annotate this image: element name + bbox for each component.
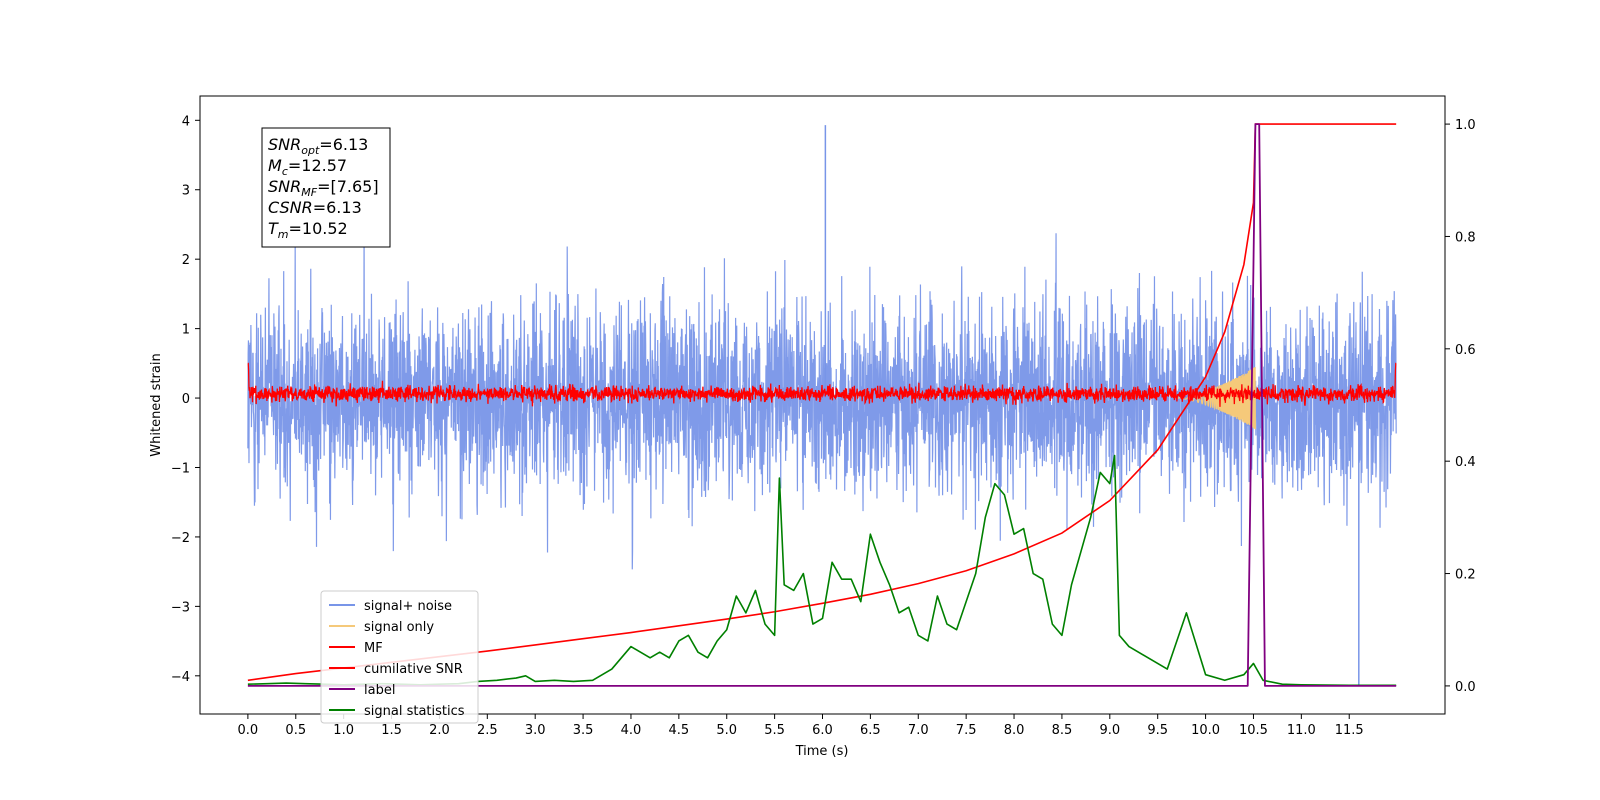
y-tick-label: −1 <box>171 461 190 476</box>
annotation-value: =6.13 <box>313 198 362 217</box>
x-tick-label: 5.5 <box>764 723 785 738</box>
annotation-symbol: SNR <box>268 135 301 154</box>
x-tick-label: 3.5 <box>573 723 594 738</box>
x-tick-label: 6.0 <box>812 723 833 738</box>
y2-tick-label: 1.0 <box>1455 118 1476 133</box>
annotation-value: =12.57 <box>288 156 347 175</box>
x-tick-label: 9.0 <box>1099 723 1120 738</box>
x-tick-label: 7.0 <box>908 723 929 738</box>
legend: signal+ noise signal only MF cumilative SNR… <box>320 590 479 724</box>
x-tick-label: 4.5 <box>669 723 690 738</box>
x-tick-label: 11.5 <box>1335 723 1364 738</box>
x-tick-label: 1.0 <box>333 723 354 738</box>
annotation-subscript: opt <box>301 144 320 157</box>
annotation-symbol: T <box>268 219 279 238</box>
x-tick-label: 11.0 <box>1287 723 1316 738</box>
annotation-symbol: SNR <box>268 177 301 196</box>
y-tick-label: 0 <box>182 392 190 407</box>
y-tick-label: −3 <box>171 600 190 615</box>
annotation-box: SNRopt=6.13Mc=12.57SNRMF=[7.65]CSNR=6.13… <box>261 127 391 248</box>
x-tick-label: 3.0 <box>525 723 546 738</box>
x-tick-label: 10.5 <box>1239 723 1268 738</box>
legend-label: signal statistics <box>364 704 465 719</box>
annotation-symbol: CSNR <box>268 198 313 217</box>
x-tick-label: 4.0 <box>621 723 642 738</box>
y2-tick-label: 0.8 <box>1455 230 1476 245</box>
annotation-symbol: M <box>268 156 282 175</box>
annotation-line: Mc=12.57 <box>268 156 347 178</box>
x-tick-label: 9.5 <box>1147 723 1168 738</box>
series-signal-noise <box>247 210 1397 570</box>
y-axis-right: 1.0 0.8 0.6 0.4 0.2 0.0 <box>1445 118 1476 695</box>
annotation-subscript: m <box>278 228 289 241</box>
y-tick-label: 1 <box>182 323 190 338</box>
x-axis-label: Time (s) <box>795 744 849 759</box>
y-tick-label: 4 <box>182 114 190 129</box>
y-tick-label: 3 <box>182 184 190 199</box>
x-tick-label: 2.5 <box>477 723 498 738</box>
y2-tick-label: 0.4 <box>1455 455 1476 470</box>
legend-label: label <box>364 683 395 698</box>
legend-label: signal+ noise <box>364 599 452 614</box>
annotation-value: =6.13 <box>319 135 368 154</box>
x-tick-label: 8.5 <box>1052 723 1073 738</box>
x-tick-label: 0.0 <box>238 723 259 738</box>
legend-label: MF <box>364 641 383 656</box>
y-tick-label: 2 <box>182 253 190 268</box>
plot-area <box>247 123 1397 687</box>
x-tick-label: 5.0 <box>716 723 737 738</box>
y2-tick-label: 0.6 <box>1455 343 1476 358</box>
annotation-frame <box>261 127 391 248</box>
x-tick-label: 8.0 <box>1004 723 1025 738</box>
annotation-line: SNRMF=[7.65] <box>268 177 379 199</box>
x-tick-label: 0.5 <box>285 723 306 738</box>
y-axis-label: Whitened strain <box>149 353 164 456</box>
series-label <box>247 123 1397 687</box>
annotation-value: =[7.65] <box>317 177 379 196</box>
legend-frame <box>320 590 479 724</box>
x-tick-label: 2.0 <box>429 723 450 738</box>
y-axis-left: 4 3 2 1 0 −1 −2 −3 −4 <box>171 114 200 685</box>
y-tick-label: −2 <box>171 531 190 546</box>
series-signal-statistics <box>247 454 1397 687</box>
annotation-line: CSNR=6.13 <box>268 198 362 217</box>
annotation-subscript: MF <box>301 186 317 199</box>
x-tick-label: 1.5 <box>381 723 402 738</box>
annotation-line: Tm=10.52 <box>268 219 348 241</box>
series-mf <box>247 362 1397 407</box>
annotation-value: =10.52 <box>289 219 348 238</box>
y-tick-label: −4 <box>171 670 190 685</box>
x-axis: 0.0 0.5 1.0 1.5 2.0 2.5 3.0 3.5 4.0 4.5 5.0 5.5 6.0 6… <box>238 714 1364 738</box>
y2-tick-label: 0.2 <box>1455 568 1476 583</box>
annotation-subscript: c <box>282 165 288 178</box>
x-tick-label: 7.5 <box>956 723 977 738</box>
x-tick-label: 6.5 <box>860 723 881 738</box>
annotation-line: SNRopt=6.13 <box>268 135 368 157</box>
legend-label: signal only <box>364 620 434 635</box>
y2-tick-label: 0.0 <box>1455 680 1476 695</box>
x-tick-label: 10.0 <box>1191 723 1220 738</box>
legend-label: cumilative SNR <box>364 662 463 677</box>
